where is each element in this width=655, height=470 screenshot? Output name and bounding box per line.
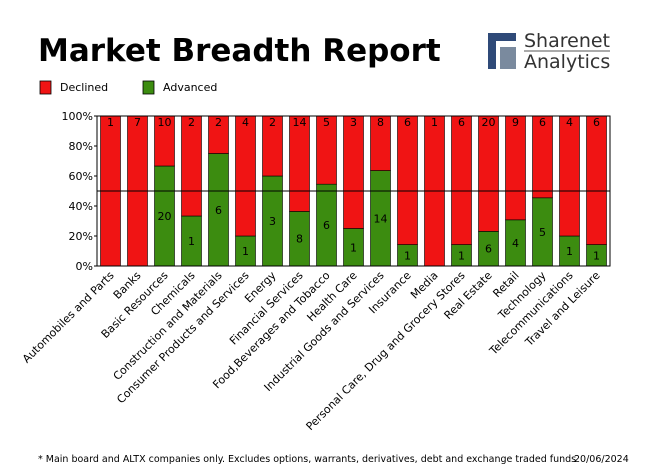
data-label: 2 — [269, 116, 276, 129]
data-label: 6 — [539, 116, 546, 129]
logo-icon — [488, 33, 496, 69]
bar-segment — [235, 115, 256, 237]
data-label: 14 — [293, 116, 307, 129]
logo-tagline: Analytics — [524, 51, 610, 73]
bar-segment — [451, 115, 472, 245]
y-tick-label: 80% — [69, 140, 93, 153]
bar-segment — [586, 115, 607, 245]
data-label: 1 — [350, 241, 357, 254]
data-label: 10 — [158, 116, 172, 129]
y-tick-label: 60% — [69, 170, 93, 183]
data-label: 9 — [512, 116, 519, 129]
y-tick-label: 0% — [76, 260, 93, 273]
y-tick-label: 20% — [69, 230, 93, 243]
data-label: 1 — [458, 249, 465, 262]
data-label: 6 — [215, 204, 222, 217]
y-tick-label: 40% — [69, 200, 93, 213]
bar-segment — [181, 115, 202, 217]
bar-segment — [343, 115, 364, 229]
bar-segment — [478, 115, 499, 232]
logo-icon — [496, 33, 516, 41]
data-label: 1 — [242, 245, 249, 258]
logo: Sharenet Analytics — [488, 30, 610, 73]
data-label: 1 — [431, 116, 438, 129]
legend-swatch — [142, 80, 155, 95]
y-tick-label: 100% — [62, 110, 93, 123]
data-label: 6 — [485, 243, 492, 256]
data-label: 1 — [107, 116, 114, 129]
data-label: 3 — [350, 116, 357, 129]
data-label: 8 — [377, 116, 384, 129]
bar-segment — [505, 115, 526, 221]
data-label: 20 — [158, 210, 172, 223]
data-label: 4 — [512, 237, 519, 250]
data-label: 20 — [482, 116, 496, 129]
data-label: 6 — [323, 219, 330, 232]
x-tick-label: Automobiles and Parts — [20, 269, 117, 366]
legend-label: Declined — [60, 81, 108, 94]
data-label: 8 — [296, 233, 303, 246]
legend-label: Advanced — [163, 81, 217, 94]
data-label: 4 — [566, 116, 573, 129]
data-label: 1 — [566, 245, 573, 258]
bar-segment — [397, 115, 418, 245]
chart-title: Market Breadth Report — [38, 33, 441, 69]
date: 20/06/2024 — [574, 454, 629, 465]
data-label: 4 — [242, 116, 249, 129]
legend-swatch — [39, 80, 52, 95]
footnote: * Main board and ALTX companies only. Ex… — [38, 454, 576, 465]
data-label: 3 — [269, 215, 276, 228]
bar-segment — [289, 115, 310, 212]
logo-icon — [500, 47, 516, 69]
data-label: 2 — [188, 116, 195, 129]
data-label: 1 — [188, 235, 195, 248]
data-label: 7 — [134, 116, 141, 129]
data-label: 5 — [323, 116, 330, 129]
data-label: 1 — [404, 249, 411, 262]
data-label: 5 — [539, 226, 546, 239]
data-label: 6 — [593, 116, 600, 129]
data-label: 1 — [593, 249, 600, 262]
data-label: 2 — [215, 116, 222, 129]
data-label: 6 — [404, 116, 411, 129]
logo-name: Sharenet — [524, 30, 610, 52]
bar-segment — [559, 115, 580, 237]
data-label: 14 — [374, 212, 388, 225]
data-label: 6 — [458, 116, 465, 129]
